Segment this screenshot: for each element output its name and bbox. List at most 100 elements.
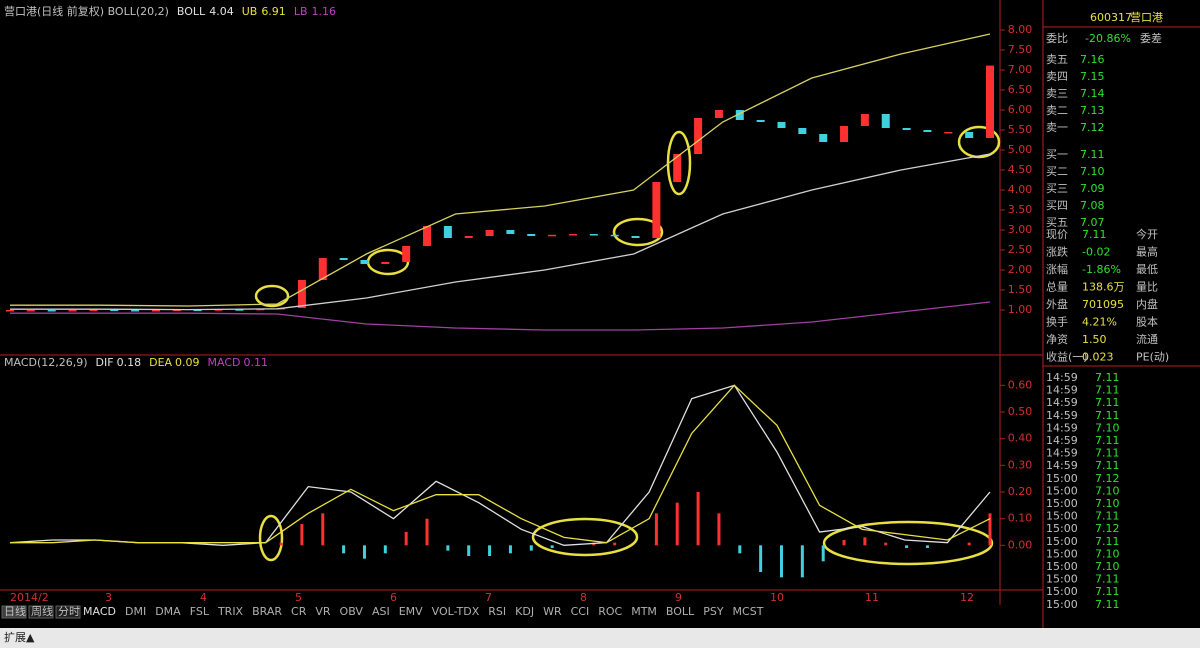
tick-price: 7.11 — [1095, 535, 1120, 548]
order-level: 买五 — [1046, 216, 1068, 229]
tick-time: 14:59 — [1046, 421, 1078, 434]
stat-value: 0.023 — [1082, 351, 1114, 364]
order-level: 买二 — [1046, 165, 1068, 178]
candle — [944, 132, 953, 134]
x-tick-label: 8 — [580, 591, 587, 604]
stat-label: 换手 — [1046, 315, 1068, 329]
indicator-tab[interactable]: KDJ — [515, 605, 534, 618]
legend-value: 0.09 — [175, 356, 200, 369]
stat-value: 1.50 — [1082, 333, 1107, 346]
indicator-tab[interactable]: ASI — [372, 605, 390, 618]
indicator-tab[interactable]: WR — [543, 605, 562, 618]
label: 委比 — [1046, 32, 1068, 45]
indicator-tab[interactable]: EMV — [399, 605, 423, 618]
indicator-tab[interactable]: CR — [291, 605, 307, 618]
tab-label[interactable]: 周线 — [31, 604, 53, 618]
indicator-value: 6.91 — [261, 5, 286, 18]
y-tick-label: 0.30 — [1008, 458, 1033, 471]
order-price: 7.14 — [1080, 87, 1105, 100]
stat-value: -1.86% — [1082, 263, 1121, 276]
indicator-tab[interactable]: VOL-TDX — [432, 605, 480, 618]
tick-price: 7.11 — [1095, 409, 1120, 422]
tick-price: 7.11 — [1095, 510, 1120, 523]
y-tick-label: 8.00 — [1008, 23, 1033, 36]
candle — [423, 226, 432, 246]
candle — [819, 134, 828, 142]
candle — [464, 236, 473, 238]
tick-price: 7.10 — [1095, 560, 1120, 573]
tab-label[interactable]: 分时 — [58, 605, 80, 618]
candle — [610, 234, 619, 237]
y-tick-label: 0.10 — [1008, 512, 1033, 525]
indicator-tab[interactable]: BOLL — [666, 605, 695, 618]
x-tick-label: 12 — [960, 591, 974, 604]
tab-label[interactable]: 日线 — [4, 604, 26, 618]
tick-price: 7.11 — [1095, 447, 1120, 460]
tab[interactable] — [28, 605, 54, 619]
tick-price: 7.10 — [1095, 421, 1120, 434]
stat-label: 内盘 — [1136, 297, 1158, 311]
y-tick-label: 3.00 — [1008, 223, 1033, 236]
indicator-tab[interactable]: MACD — [83, 605, 116, 618]
y-tick-label: 2.00 — [1008, 263, 1033, 276]
indicator-tab[interactable]: BRAR — [252, 605, 282, 618]
tab[interactable] — [55, 605, 81, 619]
y-tick-label: 6.50 — [1008, 83, 1033, 96]
stock-code: 600317 — [1090, 11, 1132, 24]
order-level: 买一 — [1046, 148, 1068, 161]
candle — [986, 65, 994, 138]
y-tick-label: 3.50 — [1008, 203, 1033, 216]
candle — [89, 309, 98, 312]
y-tick-label: 0.60 — [1008, 378, 1033, 391]
candle — [339, 258, 348, 260]
x-tick-label: 3 — [105, 591, 112, 604]
indicator-name: UB — [242, 5, 258, 18]
tick-time: 15:00 — [1046, 510, 1078, 523]
candle — [735, 110, 744, 120]
highlight-ellipse — [957, 125, 1001, 159]
candle — [318, 258, 327, 280]
x-tick-label: 6 — [390, 591, 397, 604]
x-tick-label: 11 — [865, 591, 879, 604]
indicator-tab[interactable]: CCI — [571, 605, 590, 618]
stat-value: -0.02 — [1082, 246, 1110, 259]
y-tick-label: 1.00 — [1008, 303, 1033, 316]
legend-name: DEA — [149, 356, 172, 369]
stat-label: 现价 — [1046, 228, 1068, 241]
tab[interactable] — [1, 605, 27, 619]
order-price: 7.07 — [1080, 216, 1105, 229]
indicator-tab[interactable]: MTM — [631, 605, 657, 618]
status-item[interactable]: 扩展▲ — [4, 630, 35, 644]
candle — [902, 128, 911, 130]
order-price: 7.09 — [1080, 182, 1105, 195]
indicator-tab[interactable]: DMA — [155, 605, 181, 618]
y-tick-label: 5.50 — [1008, 123, 1033, 136]
y-tick-label: 0.50 — [1008, 405, 1033, 418]
status-bar — [0, 628, 1200, 648]
stat-label: 流通 — [1136, 332, 1158, 346]
indicator-tab[interactable]: RSI — [488, 605, 506, 618]
candle — [297, 280, 306, 308]
tick-price: 7.11 — [1095, 573, 1120, 586]
candle — [923, 130, 932, 132]
indicator-tab[interactable]: MCST — [733, 605, 764, 618]
tick-price: 7.11 — [1095, 384, 1120, 397]
indicator-tab[interactable]: DMI — [125, 605, 146, 618]
indicator-tab[interactable]: TRIX — [217, 605, 244, 618]
tick-price: 7.12 — [1095, 522, 1120, 535]
stat-label: 外盘 — [1046, 297, 1068, 311]
x-tick-label: 9 — [675, 591, 682, 604]
indicator-tab[interactable]: OBV — [340, 605, 364, 618]
order-level: 卖三 — [1046, 87, 1068, 100]
x-tick-label: 10 — [770, 591, 784, 604]
indicator-tab[interactable]: FSL — [190, 605, 210, 618]
legend-name: MACD — [208, 356, 241, 369]
stat-label: 今开 — [1136, 227, 1158, 241]
indicator-tab[interactable]: VR — [315, 605, 331, 618]
candle — [6, 310, 14, 312]
tick-time: 15:00 — [1046, 472, 1078, 485]
candle — [110, 309, 119, 312]
order-level: 卖一 — [1046, 121, 1068, 134]
indicator-tab[interactable]: PSY — [703, 605, 724, 618]
indicator-tab[interactable]: ROC — [598, 605, 622, 618]
